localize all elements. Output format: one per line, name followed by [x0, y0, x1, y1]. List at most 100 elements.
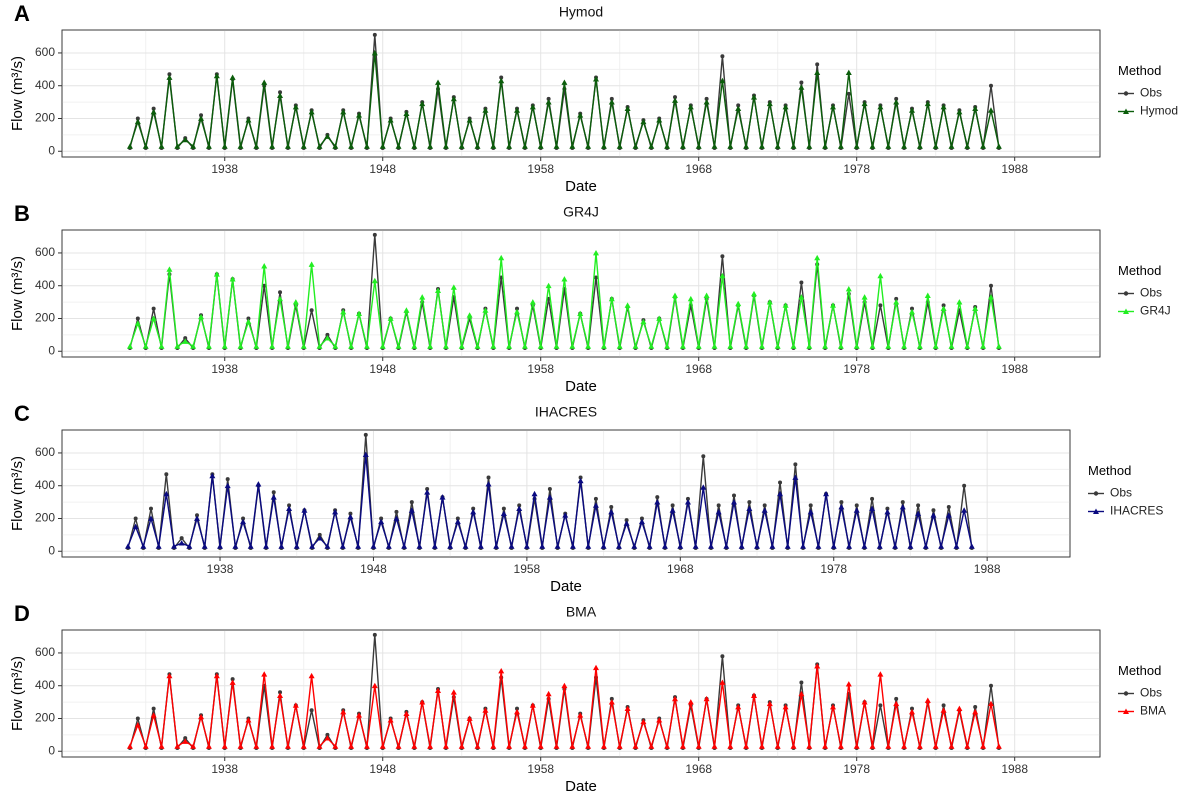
legend-label: Obs [1140, 686, 1162, 700]
obs-point [183, 736, 188, 741]
obs-point [287, 503, 292, 508]
model-point [537, 343, 544, 349]
model-point [853, 507, 860, 513]
model-point [707, 543, 714, 549]
model-point [814, 69, 821, 76]
model-point [640, 118, 647, 125]
model-point [182, 738, 189, 744]
model-point [316, 535, 323, 541]
x-tick-label: 1968 [685, 162, 712, 176]
model-point [615, 543, 622, 549]
model-point [569, 143, 576, 149]
model-point [508, 543, 515, 549]
legend-title: Method [1118, 63, 1161, 78]
model-point [142, 343, 149, 349]
model-point [735, 704, 742, 710]
obs-point [486, 475, 491, 480]
model-point [648, 343, 655, 349]
model-point [901, 343, 908, 349]
panel-label: B [14, 201, 30, 226]
obs-point [778, 480, 783, 485]
model-point [427, 143, 434, 149]
model-point [221, 343, 228, 349]
model-point [908, 107, 915, 113]
model-point [124, 543, 131, 549]
model-point [995, 143, 1002, 149]
model-point [126, 143, 133, 149]
model-point [837, 343, 844, 349]
model-point [845, 681, 852, 687]
obs-point [135, 316, 140, 321]
obs-point [900, 500, 905, 505]
model-point [561, 79, 568, 85]
model-point [600, 343, 607, 349]
model-point [861, 294, 868, 300]
plot-background [61, 429, 1071, 558]
x-tick-label: 1968 [685, 362, 712, 376]
obs-point [501, 506, 506, 511]
model-point [751, 290, 757, 297]
model-point [419, 294, 426, 300]
model-point [907, 543, 914, 549]
model-point [261, 671, 268, 677]
obs-point [594, 275, 599, 280]
model-point [869, 143, 876, 149]
model-point [529, 104, 536, 110]
legend-marker [1123, 308, 1129, 314]
model-point [664, 343, 671, 349]
model-point [498, 77, 505, 84]
model-point [964, 743, 971, 749]
model-point [395, 343, 402, 349]
model-point [806, 143, 813, 149]
obs-point [517, 503, 522, 508]
model-point [711, 143, 718, 149]
model-point [284, 743, 291, 749]
model-point [237, 143, 244, 149]
model-point [814, 663, 821, 669]
obs-point [946, 505, 951, 510]
model-point [940, 305, 947, 312]
obs-point [148, 506, 153, 511]
model-point [822, 743, 829, 749]
obs-point [988, 83, 993, 88]
model-point [395, 143, 402, 149]
model-point [474, 743, 481, 749]
chart-title: GR4J [563, 204, 599, 220]
model-point [846, 543, 853, 549]
model-point [782, 302, 789, 308]
x-tick-label: 1978 [843, 762, 870, 776]
model-point [395, 743, 402, 749]
model-point [731, 499, 737, 505]
model-point [221, 743, 228, 749]
model-point [217, 543, 224, 549]
model-point [948, 143, 955, 149]
model-point [624, 302, 631, 308]
model-point [798, 690, 805, 697]
obs-point [195, 513, 200, 518]
legend-title: Method [1118, 263, 1161, 278]
y-tick-label: 0 [48, 743, 55, 757]
model-point [972, 305, 979, 312]
model-point [340, 708, 347, 715]
model-point [916, 743, 923, 749]
model-point [347, 513, 354, 520]
model-point [751, 692, 757, 698]
model-point [316, 143, 323, 149]
panel: 1938 1948 1958 1968 1978 1988 0 200 400 600 A Hymod… [9, 1, 1178, 195]
model-point [837, 743, 844, 749]
model-point [916, 343, 923, 349]
model-point [777, 490, 784, 497]
model-point [166, 74, 173, 80]
model-point [158, 343, 165, 349]
model-point [703, 292, 710, 298]
model-point [845, 69, 852, 76]
model-point [884, 508, 891, 515]
x-tick-label: 1988 [974, 562, 1001, 576]
model-point [758, 343, 765, 349]
model-point [648, 143, 655, 149]
model-point [915, 510, 922, 516]
model-point [411, 743, 418, 749]
model-point [792, 474, 799, 480]
model-point [411, 343, 418, 349]
model-point [746, 505, 753, 512]
